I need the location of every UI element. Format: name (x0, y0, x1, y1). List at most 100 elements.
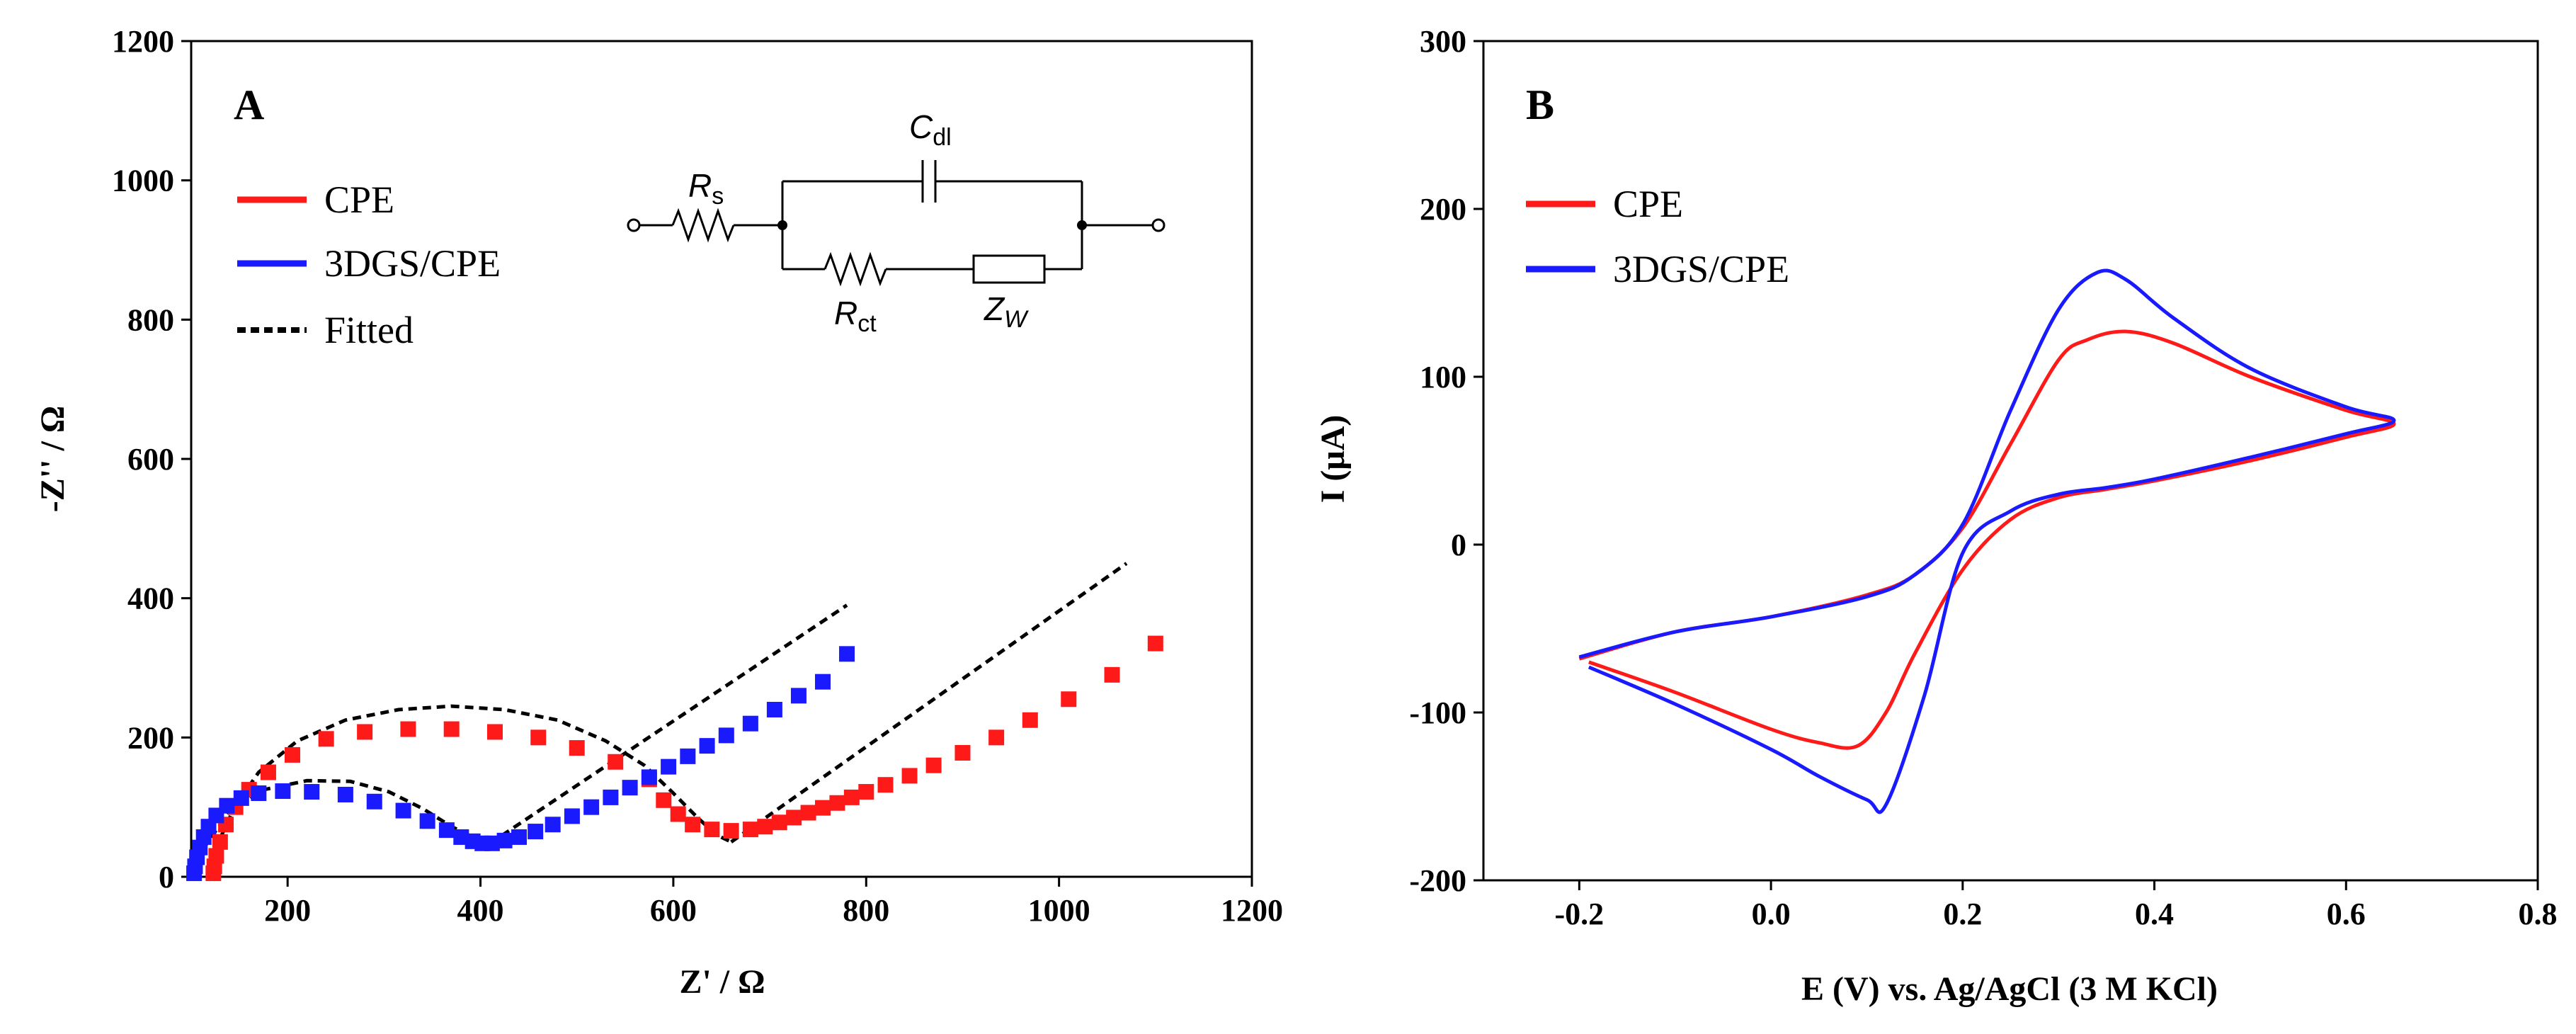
cpe-point (443, 721, 460, 737)
label-rs: Rs (688, 167, 724, 210)
panel-a-label: A (234, 81, 264, 128)
cpe-point (530, 729, 547, 746)
circuit-nodes (777, 220, 1087, 230)
3dgs-cpe-point (275, 783, 291, 800)
legend-label-fitted: Fitted (324, 309, 414, 351)
cpe-point (670, 806, 686, 822)
legend-label-cpe: CPE (324, 178, 394, 221)
legend-label-cpe: CPE (1613, 183, 1683, 225)
label-rct: Rct (834, 295, 877, 337)
panel-b-x-tick-label: 0.6 (2327, 897, 2366, 931)
panel-b-y-tick-label: 0 (1451, 528, 1466, 562)
cpe-point (757, 819, 773, 835)
3dgs-cpe-point (603, 789, 619, 805)
panel-a-y-tick-label: 600 (127, 442, 174, 477)
cpe-point (212, 834, 228, 850)
cpe-point (1061, 691, 1077, 708)
3dgs-cpe-point (395, 802, 411, 819)
panel-a-y-tick-label: 0 (159, 860, 174, 894)
cpe-point (988, 729, 1005, 746)
warburg-element-icon (972, 254, 1046, 284)
panel-b-y-tick-label: 300 (1420, 24, 1466, 59)
resistor-rs-icon (671, 208, 735, 243)
cpe-point (357, 724, 373, 740)
3dgs-cpe-point (484, 835, 500, 851)
cpe-point (814, 800, 831, 816)
panel-b-label: B (1526, 81, 1554, 128)
circuit-labels: Rs Cdl Rct ZW (688, 108, 1029, 337)
cpe-point (901, 768, 918, 784)
cpe-point (925, 757, 942, 773)
panel-b-x-tick-label: 0.8 (2519, 897, 2558, 931)
3dgs-cpe-point (814, 674, 831, 690)
cpe-point (843, 789, 860, 805)
cpe-cv-curve (1578, 329, 2396, 750)
panel-a-x-tick-label: 1200 (1221, 893, 1283, 928)
legend-label-3dgs: 3DGS/CPE (1613, 248, 1789, 290)
cpe-point (400, 721, 416, 737)
cpe-point (771, 814, 787, 831)
3dgs-cpe-point (583, 799, 600, 815)
circuit-terminal-right (1151, 218, 1166, 232)
3dgs-cpe-cv-curve (1578, 268, 2396, 814)
3dgs-cpe-point (419, 813, 435, 829)
3dgs-cpe-point (496, 832, 513, 848)
label-zw: ZW (984, 290, 1029, 333)
cpe-point (786, 809, 802, 826)
cpe-point (685, 817, 701, 833)
panel-a: 200 400 600 800 1000 1200 0 200 400 600 800 1000 120… (34, 24, 1283, 1001)
3dgs-cpe-point (219, 797, 235, 814)
panel-a-x-tick-label: 800 (843, 893, 889, 928)
panel-a-y-tick-label: 1200 (112, 24, 174, 59)
panel-a-y-tick-label: 1000 (112, 164, 174, 198)
panel-b-x-axis-title: E (V) vs. Ag/AgCl (3 M KCl) (1801, 970, 2218, 1008)
3dgs-cpe-point (718, 727, 734, 744)
cpe-point (704, 822, 720, 838)
cpe-point (1022, 712, 1038, 728)
3dgs-cpe-point (337, 786, 353, 802)
cpe-point (858, 784, 874, 800)
panel-a-plot-frame (190, 40, 1253, 878)
panel-b-y-tick-label: -200 (1409, 863, 1466, 898)
3dgs-cpe-point (233, 790, 249, 806)
panel-a-y-axis-title: -Z'' / Ω (34, 406, 72, 512)
3dgs-cpe-point (622, 780, 638, 796)
panel-a-y-tick-label: 400 (127, 581, 174, 616)
3dgs-cpe-point (766, 702, 782, 717)
3dgs-cpe-point (641, 769, 657, 785)
panel-a-x-tick-label: 200 (264, 893, 311, 928)
cpe-point (1104, 666, 1120, 683)
panel-a-legend: CPE 3DGS/CPE Fitted (237, 178, 501, 351)
panel-b-x-tick-label: 0.0 (1752, 897, 1791, 931)
panel-b-y-tick-label: -100 (1409, 695, 1466, 730)
circuit-node (777, 220, 787, 230)
cpe-point (569, 740, 585, 756)
cpe-point (877, 777, 894, 793)
label-cdl: Cdl (909, 108, 952, 151)
circuit-terminal-left (627, 218, 641, 232)
3dgs-cpe-point (564, 808, 580, 824)
cpe-point (260, 764, 276, 780)
cpe-point (208, 848, 224, 864)
resistor-rct-icon (823, 251, 887, 287)
cpe-point (284, 746, 300, 763)
panel-b-plot-frame (1482, 40, 2539, 882)
3dgs-cpe-point (366, 793, 382, 809)
panel-b-x-tick-label: 0.2 (1943, 897, 1982, 931)
cpe-point (318, 731, 334, 747)
3dgs-cpe-point (304, 784, 320, 800)
cpe-point (656, 792, 672, 808)
panel-b-x-tick-label: 0.4 (2135, 897, 2174, 931)
panel-a-y-tick-label: 800 (127, 302, 174, 337)
panel-a-x-tick-label: 600 (650, 893, 697, 928)
cpe-point (742, 822, 758, 838)
panel-a-x-tick-label: 1000 (1028, 893, 1090, 928)
legend-label-3dgs: 3DGS/CPE (324, 242, 501, 285)
3dgs-cpe-point (251, 785, 267, 801)
3dgs-cpe-point (790, 688, 807, 704)
cpe-point (800, 805, 816, 821)
panel-a-data (186, 562, 1163, 882)
3dgs-cpe-point (699, 738, 715, 754)
